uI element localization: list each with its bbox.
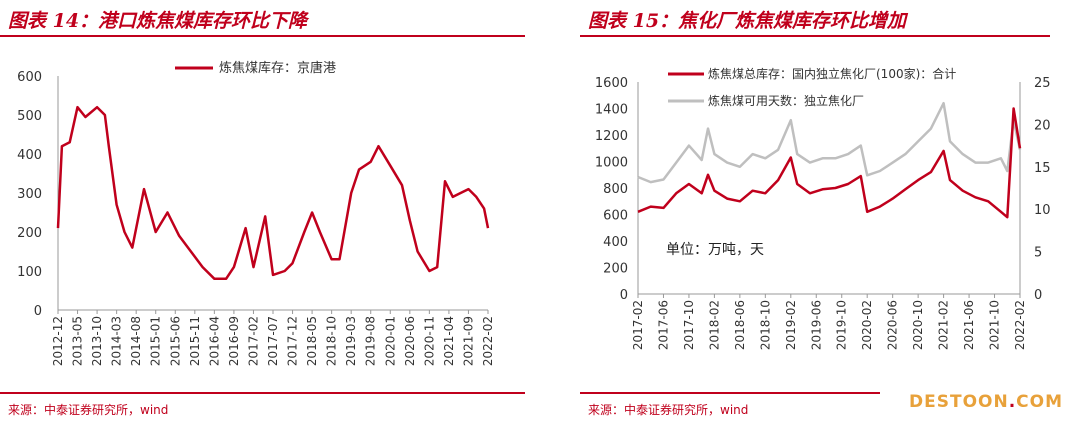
y-tick-label: 300: [17, 187, 42, 202]
series-line-usable-days: [637, 101, 1022, 184]
chart-source: 来源：中泰证券研究所，wind: [8, 403, 169, 417]
x-tick-label: 2021-09: [461, 316, 475, 366]
chart-panel-coking-plant-inventory: 图表 15：焦化厂炼焦煤库存环比增加 0 200 400 600 800 1000 1200…: [580, 0, 1080, 424]
chart-plot-port-inventory: 0 100 200 300 400 500 600 2012-12 2013-05 2013-10…: [17, 60, 495, 366]
x-tick-label: 2019-03: [344, 316, 358, 366]
chart-title: 图表 15：焦化厂炼焦煤库存环比增加: [588, 10, 907, 32]
y-left-tick-label: 400: [603, 235, 628, 250]
x-tick-label: 2020-10: [911, 300, 925, 350]
x-tick-label: 2018-06: [733, 300, 747, 350]
x-tick-label: 2018-02: [707, 300, 721, 350]
source-rule: [0, 392, 525, 394]
y-left-tick-label: 1200: [595, 129, 628, 144]
y-right-tick-label: 25: [1034, 76, 1050, 91]
x-tick-label: 2017-02: [246, 316, 260, 366]
x-tick-label: 2015-06: [168, 316, 182, 366]
x-tick-label: 2020-06: [886, 300, 900, 350]
x-tick-label: 2019-02: [784, 300, 798, 350]
x-tick-label: 2017-06: [656, 300, 670, 350]
legend-label: 炼焦煤总库存：国内独立焦化厂(100家)：合计: [708, 66, 956, 81]
y-right-tick-label: 0: [1034, 288, 1042, 303]
chart-source: 来源：中泰证券研究所，wind: [588, 403, 749, 417]
y-right-tick-label: 15: [1034, 161, 1050, 176]
x-tick-label: 2019-08: [364, 316, 378, 366]
x-tick-label: 2019-06: [809, 300, 823, 350]
x-tick-label: 2019-10: [835, 300, 849, 350]
x-tick-label: 2016-04: [207, 316, 221, 366]
x-tick-label: 2018-05: [305, 316, 319, 366]
x-tick-label: 2012-12: [51, 316, 65, 366]
y-right-tick-label: 10: [1034, 203, 1050, 218]
y-tick-label: 600: [17, 70, 42, 85]
series-line-total-inventory: [637, 107, 1022, 219]
x-tick-label: 2018-10: [325, 316, 339, 366]
y-tick-label: 0: [34, 304, 42, 319]
title-rule: [0, 35, 525, 37]
x-tick-label: 2021-10: [988, 300, 1002, 350]
x-tick-label: 2020-02: [860, 300, 874, 350]
y-right-tick-label: 20: [1034, 118, 1050, 133]
title-rule: [580, 35, 1050, 37]
y-left-tick-label: 1400: [595, 103, 628, 118]
series-line-jingtang-port: [56, 105, 490, 281]
y-tick-label: 100: [17, 265, 42, 280]
legend-label: 炼焦煤可用天数：独立焦化厂: [708, 93, 864, 108]
chart-plot-coking-plant-inventory: 0 200 400 600 800 1000 1200 1400 1600 0 5 10 15 20 25 2…: [595, 66, 1050, 350]
x-tick-label: 2014-08: [129, 316, 143, 366]
x-tick-label: 2020-01: [383, 316, 397, 366]
x-tick-label: 2021-06: [962, 300, 976, 350]
x-tick-label: 2022-02: [1013, 300, 1027, 350]
x-tick-label: 2018-10: [758, 300, 772, 350]
legend-label: 炼焦煤库存：京唐港: [219, 60, 336, 76]
x-tick-label: 2013-05: [71, 316, 85, 366]
x-tick-label: 2022-02: [481, 316, 495, 366]
y-left-tick-label: 0: [620, 288, 628, 303]
unit-annotation: 单位：万吨，天: [666, 242, 764, 258]
x-tick-label: 2017-02: [631, 300, 645, 350]
watermark-logo: DESTOON.COM: [909, 392, 1064, 412]
y-left-tick-label: 800: [603, 182, 628, 197]
x-tick-label: 2021-04: [442, 316, 456, 366]
y-left-tick-label: 200: [603, 262, 628, 277]
x-tick-label: 2020-06: [403, 316, 417, 366]
y-tick-label: 200: [17, 226, 42, 241]
y-tick-label: 500: [17, 109, 42, 124]
x-tick-label: 2013-10: [90, 316, 104, 366]
y-right-tick-label: 5: [1034, 246, 1042, 261]
x-tick-label: 2014-03: [110, 316, 124, 366]
y-tick-label: 400: [17, 148, 42, 163]
y-left-tick-label: 600: [603, 209, 628, 224]
x-tick-label: 2017-10: [682, 300, 696, 350]
x-tick-label: 2017-12: [286, 316, 300, 366]
x-tick-label: 2016-09: [227, 316, 241, 366]
y-left-tick-label: 1600: [595, 76, 628, 91]
x-tick-label: 2020-11: [422, 316, 436, 366]
source-rule: [580, 392, 880, 394]
x-tick-label: 2015-11: [188, 316, 202, 366]
chart-panel-port-inventory: 图表 14：港口炼焦煤库存环比下降 0 100 200 300 400 500 600 201…: [0, 10, 525, 417]
x-tick-label: 2017-07: [266, 316, 280, 366]
chart-title: 图表 14：港口炼焦煤库存环比下降: [8, 10, 308, 32]
y-left-tick-label: 1000: [595, 156, 628, 171]
x-tick-label: 2021-02: [937, 300, 951, 350]
x-tick-label: 2015-01: [149, 316, 163, 366]
